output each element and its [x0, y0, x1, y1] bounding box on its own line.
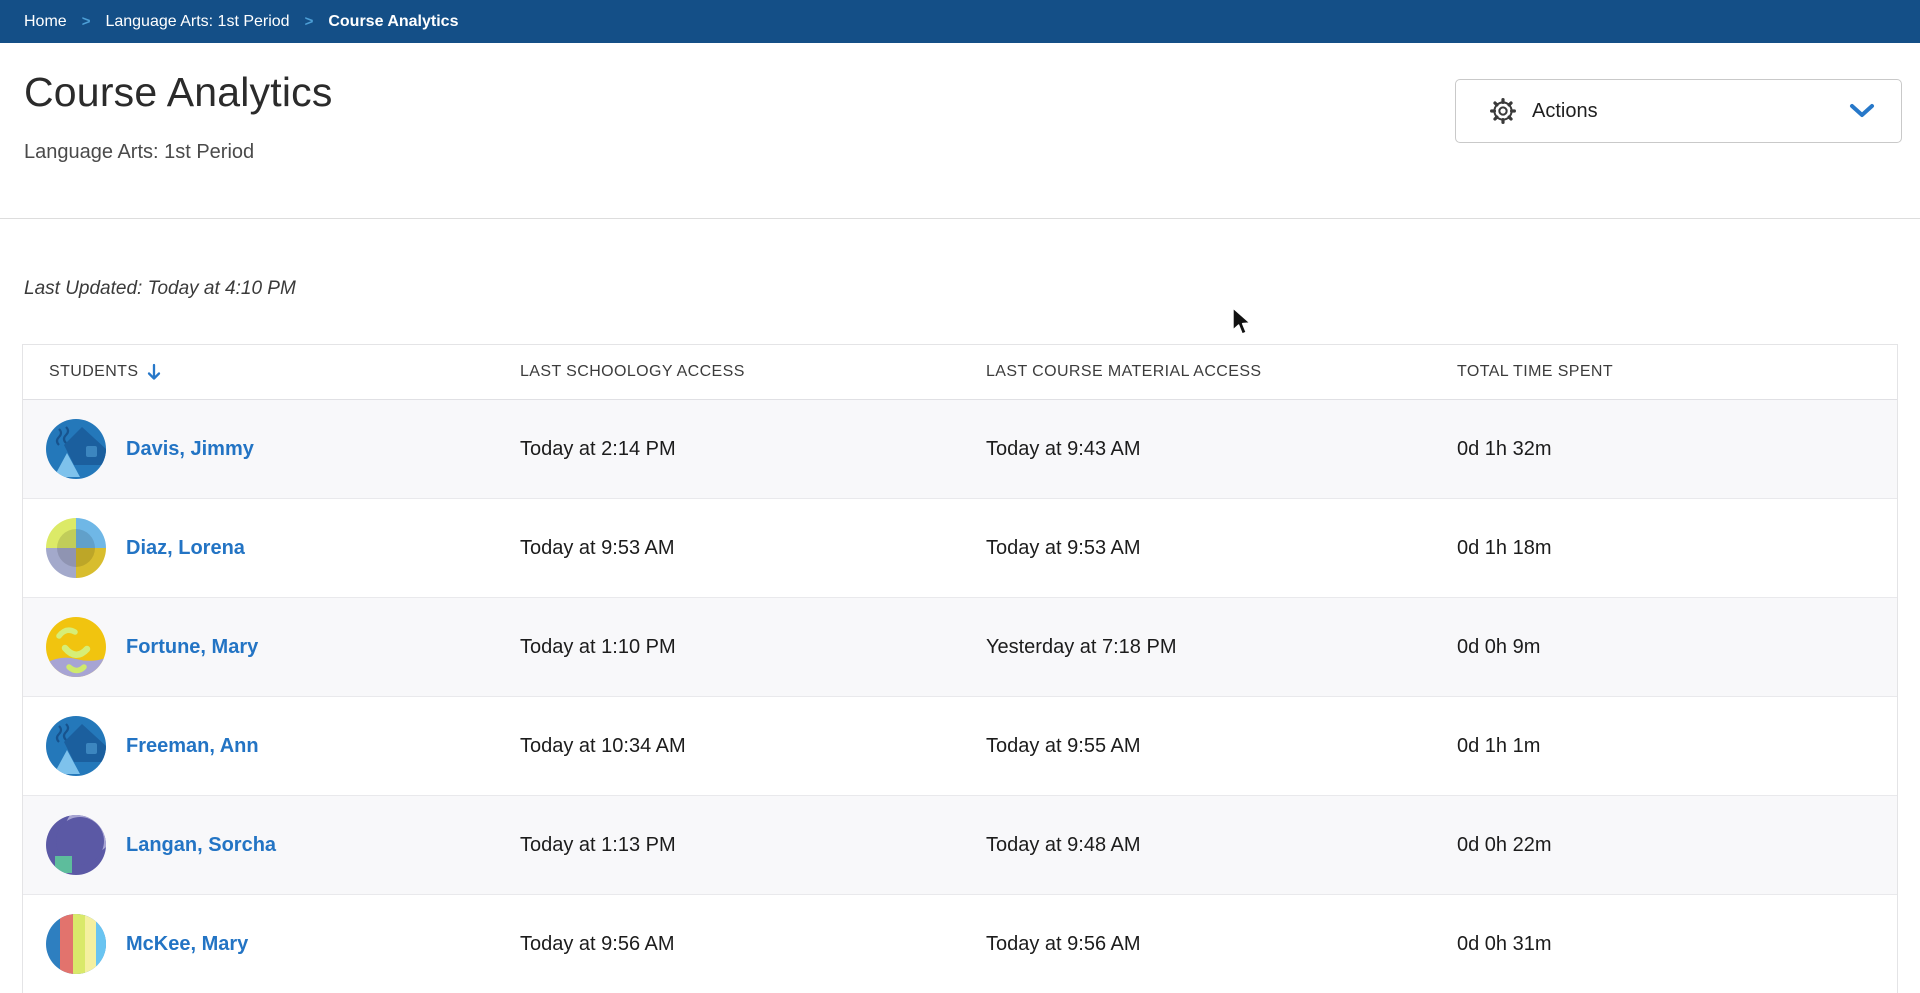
last-course-material-access-cell: Today at 9:55 AM [986, 734, 1141, 757]
student-name-link[interactable]: Fortune, Mary [126, 635, 259, 658]
table-header: Students Last Schoology Access Last Cour… [23, 345, 1897, 400]
column-header-last-course-material-access[interactable]: Last Course Material Access [986, 345, 1457, 399]
table-row: Freeman, Ann Today at 10:34 AM Today at 9:… [23, 696, 1897, 795]
last-schoology-access-cell: Today at 10:34 AM [520, 734, 686, 757]
student-name-link[interactable]: Davis, Jimmy [126, 437, 254, 460]
last-schoology-access-cell: Today at 9:53 AM [520, 536, 675, 559]
table-body: Davis, Jimmy Today at 2:14 PM Today at 9:4… [23, 400, 1897, 993]
column-header-students[interactable]: Students [23, 345, 520, 399]
course-analytics-table: Students Last Schoology Access Last Cour… [22, 344, 1898, 993]
last-course-material-access-cell: Today at 9:56 AM [986, 932, 1141, 955]
last-updated-text: Last Updated: Today at 4:10 PM [24, 278, 296, 299]
last-course-material-access-cell: Yesterday at 7:18 PM [986, 635, 1177, 658]
student-name-link[interactable]: Freeman, Ann [126, 734, 259, 757]
actions-dropdown-button[interactable]: Actions [1455, 79, 1902, 143]
table-row: Fortune, Mary Today at 1:10 PM Yesterday a… [23, 597, 1897, 696]
student-cell: Diaz, Lorena [23, 499, 520, 597]
chevron-down-icon [1849, 103, 1875, 119]
student-cell: McKee, Mary [23, 895, 520, 993]
actions-button-label: Actions [1532, 99, 1598, 122]
gear-icon [1488, 96, 1518, 126]
total-time-spent-cell: 0d 1h 18m [1457, 536, 1552, 559]
last-schoology-access-cell: Today at 2:14 PM [520, 437, 676, 460]
breadcrumb-separator: > [81, 13, 91, 30]
page-header: Course Analytics Language Arts: 1st Peri… [0, 43, 1920, 219]
student-avatar [46, 617, 106, 677]
breadcrumb-separator: > [304, 13, 314, 30]
student-avatar [46, 914, 106, 974]
total-time-spent-cell: 0d 1h 32m [1457, 437, 1552, 460]
column-header-label: Total Time Spent [1457, 363, 1614, 380]
student-name-link[interactable]: Diaz, Lorena [126, 536, 245, 559]
page-title: Course Analytics [24, 69, 333, 115]
total-time-spent-cell: 0d 0h 9m [1457, 635, 1541, 658]
breadcrumb-home-link[interactable]: Home [24, 12, 67, 30]
student-name-link[interactable]: Langan, Sorcha [126, 833, 277, 856]
total-time-spent-cell: 0d 1h 1m [1457, 734, 1541, 757]
total-time-spent-cell: 0d 0h 22m [1457, 833, 1552, 856]
breadcrumb-current-page: Course Analytics [328, 12, 459, 30]
last-schoology-access-cell: Today at 1:10 PM [520, 635, 676, 658]
column-header-label: Last Course Material Access [986, 363, 1262, 380]
column-header-total-time-spent[interactable]: Total Time Spent [1457, 345, 1897, 399]
page-subtitle: Language Arts: 1st Period [24, 141, 255, 163]
table-row: Diaz, Lorena Today at 9:53 AM Today at 9:5… [23, 498, 1897, 597]
student-avatar [46, 518, 106, 578]
last-schoology-access-cell: Today at 1:13 PM [520, 833, 676, 856]
table-row: Langan, Sorcha Today at 1:13 PM Today at 9… [23, 795, 1897, 894]
sort-arrow-down-icon [146, 363, 162, 382]
table-row: McKee, Mary Today at 9:56 AM Today at 9:56… [23, 894, 1897, 993]
student-cell: Langan, Sorcha [23, 796, 520, 894]
column-header-last-schoology-access[interactable]: Last Schoology Access [520, 345, 986, 399]
student-cell: Freeman, Ann [23, 697, 520, 795]
breadcrumb: Home > Language Arts: 1st Period > Cours… [0, 0, 1920, 43]
student-avatar [46, 419, 106, 479]
column-header-label: Last Schoology Access [520, 363, 745, 380]
last-course-material-access-cell: Today at 9:48 AM [986, 833, 1141, 856]
student-cell: Fortune, Mary [23, 598, 520, 696]
student-name-link[interactable]: McKee, Mary [126, 932, 249, 955]
last-course-material-access-cell: Today at 9:53 AM [986, 536, 1141, 559]
mouse-cursor [1229, 306, 1255, 341]
last-schoology-access-cell: Today at 9:56 AM [520, 932, 675, 955]
table-row: Davis, Jimmy Today at 2:14 PM Today at 9:4… [23, 400, 1897, 498]
column-header-label: Students [49, 363, 139, 380]
student-avatar [46, 716, 106, 776]
breadcrumb-course-link[interactable]: Language Arts: 1st Period [105, 12, 290, 30]
student-avatar [46, 815, 106, 875]
total-time-spent-cell: 0d 0h 31m [1457, 932, 1552, 955]
last-course-material-access-cell: Today at 9:43 AM [986, 437, 1141, 460]
student-cell: Davis, Jimmy [23, 400, 520, 498]
